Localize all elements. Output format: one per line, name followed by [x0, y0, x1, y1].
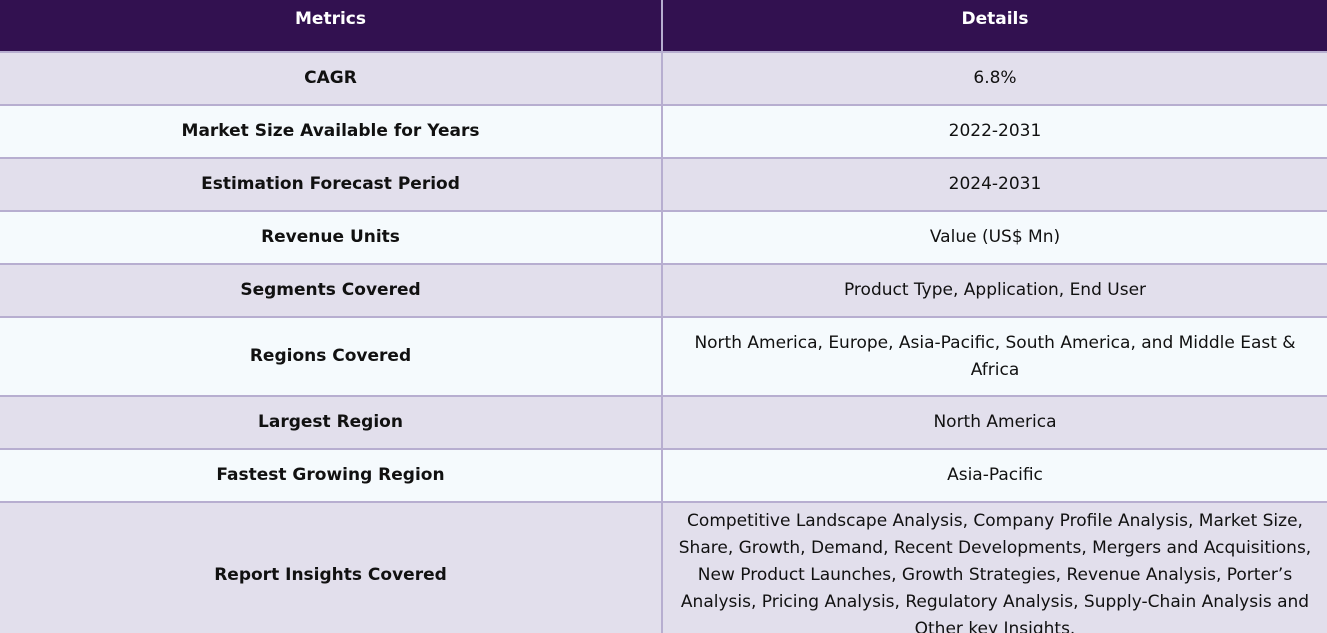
table-row: CAGR 6.8%: [0, 52, 1327, 106]
detail-cell: 6.8%: [662, 52, 1327, 106]
detail-cell: North America: [662, 396, 1327, 450]
table-row: Market Size Available for Years 2022-203…: [0, 105, 1327, 159]
table-row: Fastest Growing Region Asia-Pacific: [0, 449, 1327, 503]
header-metrics: Metrics: [0, 0, 663, 53]
metric-cell: Fastest Growing Region: [0, 449, 663, 503]
detail-cell: Asia-Pacific: [662, 449, 1327, 503]
header-details: Details: [662, 0, 1327, 53]
detail-cell: Value (US$ Mn): [662, 211, 1327, 265]
table-row: Segments Covered Product Type, Applicati…: [0, 264, 1327, 318]
detail-cell: Competitive Landscape Analysis, Company …: [662, 502, 1327, 633]
table-row: Estimation Forecast Period 2024-2031: [0, 158, 1327, 212]
header-row: Metrics Details: [0, 0, 1327, 53]
detail-cell: Product Type, Application, End User: [662, 264, 1327, 318]
table-row: Revenue Units Value (US$ Mn): [0, 211, 1327, 265]
table-row: Regions Covered North America, Europe, A…: [0, 317, 1327, 397]
metric-cell: Revenue Units: [0, 211, 663, 265]
metric-cell: Market Size Available for Years: [0, 105, 663, 159]
detail-cell: 2024-2031: [662, 158, 1327, 212]
table-row: Report Insights Covered Competitive Land…: [0, 502, 1327, 633]
metric-cell: Report Insights Covered: [0, 502, 663, 633]
table-row: Largest Region North America: [0, 396, 1327, 450]
metric-cell: Segments Covered: [0, 264, 663, 318]
metric-cell: CAGR: [0, 52, 663, 106]
detail-cell: 2022-2031: [662, 105, 1327, 159]
metric-cell: Regions Covered: [0, 317, 663, 397]
metric-cell: Largest Region: [0, 396, 663, 450]
detail-cell: North America, Europe, Asia-Pacific, Sou…: [662, 317, 1327, 397]
metric-cell: Estimation Forecast Period: [0, 158, 663, 212]
